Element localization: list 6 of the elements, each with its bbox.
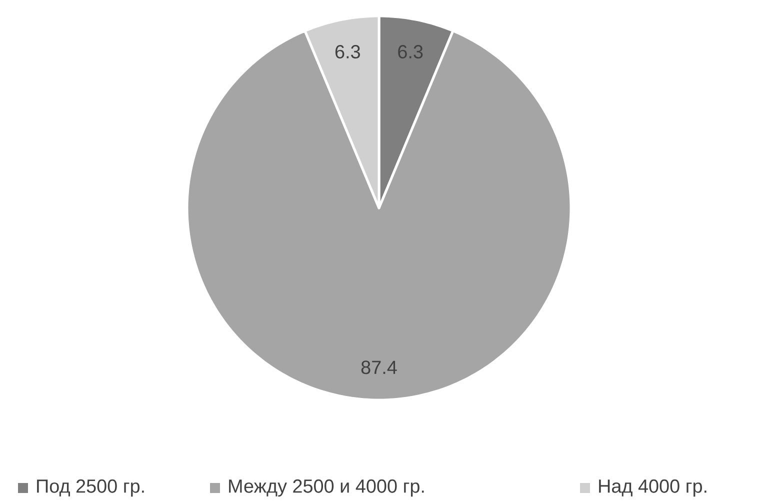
legend-label: Под 2500 гр. — [37, 479, 144, 497]
legend-label: Над 4000 гр. — [599, 479, 706, 497]
data-label: 6.3 — [398, 45, 423, 58]
data-label: 6.3 — [335, 45, 360, 58]
data-label: 87.4 — [361, 360, 397, 374]
legend-label: Между 2500 и 4000 гр. — [229, 479, 424, 497]
